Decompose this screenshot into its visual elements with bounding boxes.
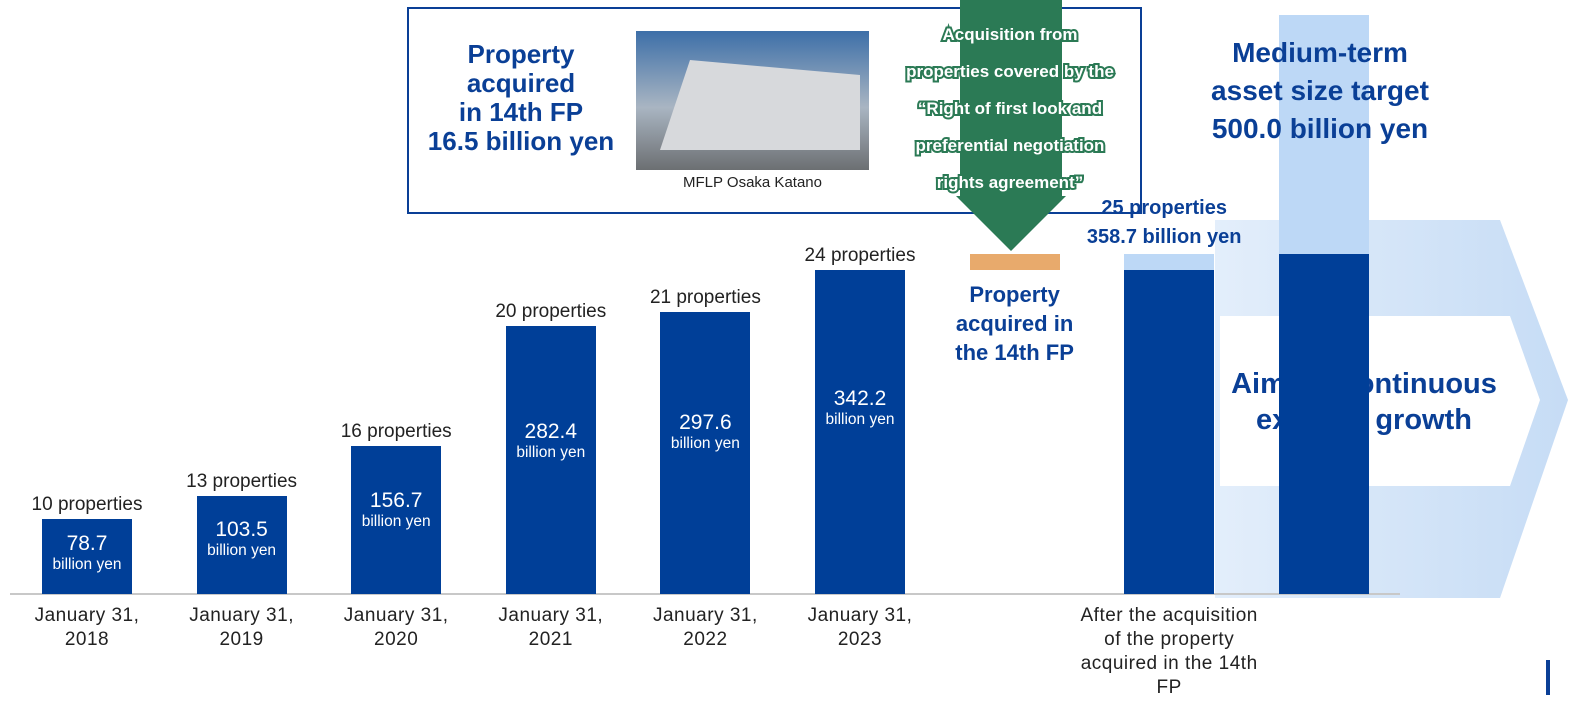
acquisition-bar — [969, 254, 1060, 270]
target-text: Medium-term asset size target 500.0 bill… — [1170, 34, 1470, 148]
bar-value: 103.5 — [215, 518, 268, 542]
acquisition-label: acquired in — [955, 311, 1074, 336]
box-line: in 14th FP — [458, 97, 584, 127]
bar-value: 342.2 — [833, 386, 887, 410]
page-mark — [1546, 660, 1550, 695]
x-tick-label: January 31, 2022 — [652, 605, 758, 650]
acquisition-label: the 14th FP — [955, 340, 1074, 365]
bar — [660, 312, 751, 594]
x-tick-label: January 31, 2019 — [189, 605, 294, 650]
box-line: 16.5 billion yen — [427, 126, 615, 156]
bar — [42, 519, 132, 594]
arrow-line: preferential negotiation — [914, 134, 1107, 157]
x-tick-label: January 31, 2021 — [498, 605, 604, 650]
target-bar-upper — [1278, 15, 1369, 255]
count-label: 10 properties — [31, 494, 143, 516]
count-label: 21 properties — [649, 287, 761, 309]
target-line: 500.0 billion yen — [1211, 113, 1429, 144]
bar-unit: billion yen — [670, 435, 740, 453]
target-line: asset size target — [1211, 75, 1429, 106]
count-label: 16 properties — [340, 420, 452, 442]
bar-unit: billion yen — [361, 512, 431, 530]
count-label: 24 properties — [804, 244, 916, 266]
count-label: 13 properties — [186, 470, 298, 492]
bar-value: 78.7 — [66, 531, 108, 555]
bar-unit: billion yen — [207, 542, 277, 560]
bar-value: 282.4 — [524, 419, 578, 443]
green-arrow — [956, 0, 1066, 251]
x-tick-label: January 31, 2020 — [343, 605, 449, 650]
bar — [505, 326, 596, 594]
bar — [815, 269, 905, 594]
photo-caption: MFLP Osaka Katano — [683, 174, 822, 191]
arrow-line: properties covered by the — [904, 60, 1116, 83]
x-tick-label: After the acquisition of the property ac… — [1080, 605, 1258, 698]
arrow-text: Acquisition from properties covered by t… — [860, 16, 1160, 201]
bar-value: 297.6 — [679, 411, 732, 435]
box-text: Property acquired in 14th FP 16.5 billio… — [412, 40, 630, 156]
bar-unit: billion yen — [516, 443, 586, 461]
box-line: acquired — [466, 68, 576, 98]
after-total: 358.7 billion yen — [1086, 226, 1242, 248]
bar-value: 156.7 — [369, 488, 423, 512]
acquisition-label: Property — [969, 282, 1060, 307]
count-label: 20 properties — [495, 301, 607, 323]
box-line: Property — [467, 39, 575, 69]
target-line: Medium-term — [1232, 37, 1408, 68]
x-tick-label: January 31, 2018 — [34, 605, 140, 650]
arrow-line: rights agreement” — [935, 171, 1085, 194]
bar-unit: billion yen — [52, 555, 122, 573]
bar-unit: billion yen — [825, 410, 895, 428]
after-bar — [1124, 254, 1215, 270]
bar — [351, 445, 442, 594]
arrow-line: Acquisition from — [940, 23, 1079, 46]
after-count: 25 properties — [1101, 197, 1227, 219]
after-bar — [1124, 269, 1215, 594]
building — [660, 60, 860, 150]
target-bar-base — [1278, 254, 1369, 594]
arrow-line: “Right of first look and — [916, 97, 1104, 120]
x-tick-label: January 31, 2023 — [807, 605, 913, 650]
bar — [196, 495, 287, 594]
